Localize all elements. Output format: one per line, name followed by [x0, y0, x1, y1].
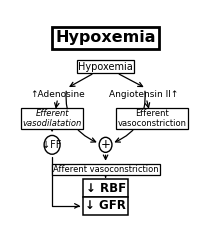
Text: Efferent
vasoconstriction: Efferent vasoconstriction — [117, 109, 186, 128]
Text: Afferent vasoconstriction: Afferent vasoconstriction — [53, 165, 158, 174]
Text: ↓FF: ↓FF — [42, 140, 62, 150]
Text: Hypoxemia: Hypoxemia — [78, 62, 133, 72]
Circle shape — [44, 135, 60, 154]
Circle shape — [99, 137, 112, 152]
Text: ↓ RBF: ↓ RBF — [85, 182, 126, 194]
Text: Efferent
vasodilatation: Efferent vasodilatation — [22, 109, 82, 128]
Text: ↑Adenosine: ↑Adenosine — [30, 90, 85, 99]
Text: ↓ GFR: ↓ GFR — [85, 199, 126, 212]
Text: Hypoxemia: Hypoxemia — [55, 30, 156, 45]
Text: +: + — [101, 138, 110, 151]
Text: Angiotensin II↑: Angiotensin II↑ — [109, 90, 179, 99]
